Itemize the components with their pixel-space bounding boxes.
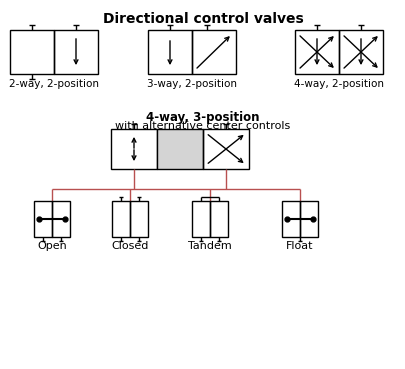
Bar (294, 30, 338, 74)
Bar (112, 201, 130, 237)
Bar (299, 201, 317, 237)
Bar (52, 201, 70, 237)
Text: 3-way, 2-position: 3-way, 2-position (147, 79, 237, 89)
Bar (111, 129, 157, 169)
Text: 2-way, 2-position: 2-way, 2-position (9, 79, 99, 89)
Bar (281, 201, 299, 237)
Bar (338, 30, 382, 74)
Bar (130, 201, 148, 237)
Text: Open: Open (37, 241, 67, 251)
Text: 4-way, 3-position: 4-way, 3-position (146, 111, 259, 124)
Text: with alternative center controls: with alternative center controls (115, 121, 290, 131)
Text: Float: Float (286, 241, 313, 251)
Bar (157, 129, 202, 169)
Bar (34, 201, 52, 237)
Text: Tandem: Tandem (188, 241, 231, 251)
Text: 4-way, 2-position: 4-way, 2-position (293, 79, 383, 89)
Text: Closed: Closed (111, 241, 148, 251)
Bar (148, 30, 192, 74)
Bar (10, 30, 54, 74)
Text: Directional control valves: Directional control valves (102, 12, 303, 26)
Bar (209, 201, 228, 237)
Bar (192, 201, 209, 237)
Bar (54, 30, 98, 74)
Bar (202, 129, 248, 169)
Bar (192, 30, 235, 74)
